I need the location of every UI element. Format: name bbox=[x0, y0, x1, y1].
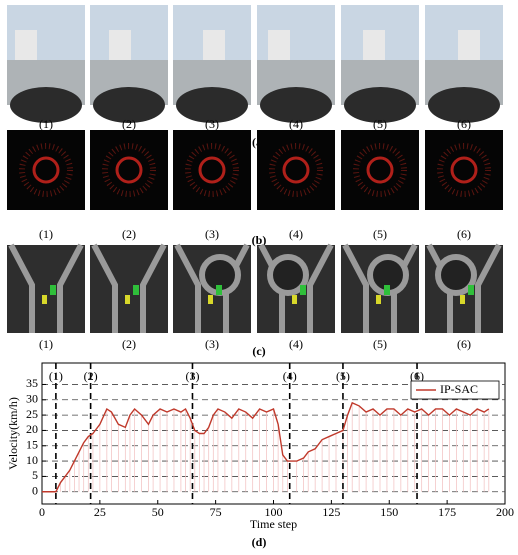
x-tick-label: 50 bbox=[152, 505, 164, 519]
lidar-halo bbox=[19, 143, 73, 197]
y-tick-label: 20 bbox=[26, 422, 38, 436]
x-tick-label: 25 bbox=[94, 505, 106, 519]
vehicle bbox=[376, 295, 381, 304]
panel-label: (4) bbox=[289, 227, 303, 241]
ego-vehicle bbox=[50, 285, 56, 295]
building bbox=[15, 30, 37, 60]
panel-label: (3) bbox=[205, 227, 219, 241]
y-tick-label: 30 bbox=[26, 392, 38, 406]
panel-label: (1) bbox=[39, 227, 53, 241]
x-tick-label: 100 bbox=[265, 505, 283, 519]
car-hood bbox=[344, 87, 416, 123]
x-axis-label: Time step bbox=[250, 517, 297, 531]
panel-label: (5) bbox=[373, 227, 387, 241]
building bbox=[109, 30, 131, 60]
x-tick-label: 75 bbox=[210, 505, 222, 519]
lidar-halo bbox=[185, 143, 239, 197]
panel-label: (5) bbox=[373, 117, 387, 131]
vehicle bbox=[460, 295, 465, 304]
lidar-halo bbox=[102, 143, 156, 197]
panel-label: (5) bbox=[373, 337, 387, 351]
event-label: (4) bbox=[283, 369, 297, 383]
panel-label: (6) bbox=[457, 337, 471, 351]
lidar-ring bbox=[32, 156, 60, 184]
panel-label: (6) bbox=[457, 117, 471, 131]
panel-label: (3) bbox=[205, 117, 219, 131]
car-hood bbox=[260, 87, 332, 123]
x-tick-label: 150 bbox=[380, 505, 398, 519]
lidar-image bbox=[173, 130, 251, 210]
car-hood bbox=[10, 87, 82, 123]
building bbox=[458, 30, 480, 60]
velocity-line bbox=[42, 401, 490, 493]
y-tick-label: 0 bbox=[32, 483, 38, 497]
lidar-image bbox=[257, 130, 335, 210]
event-label: (5) bbox=[336, 369, 350, 383]
lidar-image bbox=[425, 130, 503, 210]
x-tick-label: 125 bbox=[322, 505, 340, 519]
ego-vehicle bbox=[216, 285, 222, 295]
chart-caption: (d) bbox=[252, 535, 267, 549]
ego-vehicle bbox=[133, 285, 139, 295]
lidar-ring bbox=[366, 156, 394, 184]
y-tick-label: 10 bbox=[26, 453, 38, 467]
vehicle bbox=[292, 295, 297, 304]
event-label: (1) bbox=[49, 369, 63, 383]
panel-label: (4) bbox=[289, 337, 303, 351]
car-hood bbox=[428, 87, 500, 123]
lidar-ring bbox=[450, 156, 478, 184]
vehicle bbox=[42, 295, 47, 304]
x-tick-label: 200 bbox=[496, 505, 514, 519]
lidar-image bbox=[90, 130, 168, 210]
y-axis-label: Velocity(km/h) bbox=[6, 397, 20, 470]
y-tick-label: 15 bbox=[26, 438, 38, 452]
roundabout bbox=[267, 254, 309, 296]
lidar-image bbox=[7, 130, 85, 210]
panel-label: (1) bbox=[39, 117, 53, 131]
x-tick-label: 0 bbox=[39, 505, 45, 519]
lidar-ring bbox=[282, 156, 310, 184]
y-tick-label: 25 bbox=[26, 407, 38, 421]
panel-caption: (c) bbox=[252, 344, 265, 358]
y-tick-label: 35 bbox=[26, 376, 38, 390]
event-label: (2) bbox=[84, 369, 98, 383]
car-hood bbox=[93, 87, 165, 123]
roundabout bbox=[435, 254, 477, 296]
building bbox=[363, 30, 385, 60]
event-label: (3) bbox=[185, 369, 199, 383]
vehicle bbox=[125, 295, 130, 304]
panel-label: (6) bbox=[457, 227, 471, 241]
ego-vehicle bbox=[384, 285, 390, 295]
lidar-ring bbox=[198, 156, 226, 184]
y-tick-label: 5 bbox=[32, 468, 38, 482]
legend-label: IP-SAC bbox=[440, 382, 478, 396]
panel-label: (3) bbox=[205, 337, 219, 351]
panel-caption: (b) bbox=[252, 233, 267, 247]
x-tick-label: 175 bbox=[438, 505, 456, 519]
panel-label: (2) bbox=[122, 227, 136, 241]
bev-road bbox=[91, 243, 167, 333]
vehicle bbox=[208, 295, 213, 304]
panel-label: (4) bbox=[289, 117, 303, 131]
ego-vehicle bbox=[300, 285, 306, 295]
lidar-halo bbox=[437, 143, 491, 197]
panel-label: (1) bbox=[39, 337, 53, 351]
car-hood bbox=[176, 87, 248, 123]
lidar-ring bbox=[115, 156, 143, 184]
building bbox=[203, 30, 225, 60]
lidar-halo bbox=[353, 143, 407, 197]
lidar-image bbox=[341, 130, 419, 210]
panel-label: (2) bbox=[122, 117, 136, 131]
legend-box bbox=[410, 380, 500, 400]
panel-label: (2) bbox=[122, 337, 136, 351]
event-label: (6) bbox=[410, 369, 424, 383]
lidar-halo bbox=[269, 143, 323, 197]
bev-road bbox=[8, 243, 84, 333]
building bbox=[268, 30, 290, 60]
ego-vehicle bbox=[468, 285, 474, 295]
